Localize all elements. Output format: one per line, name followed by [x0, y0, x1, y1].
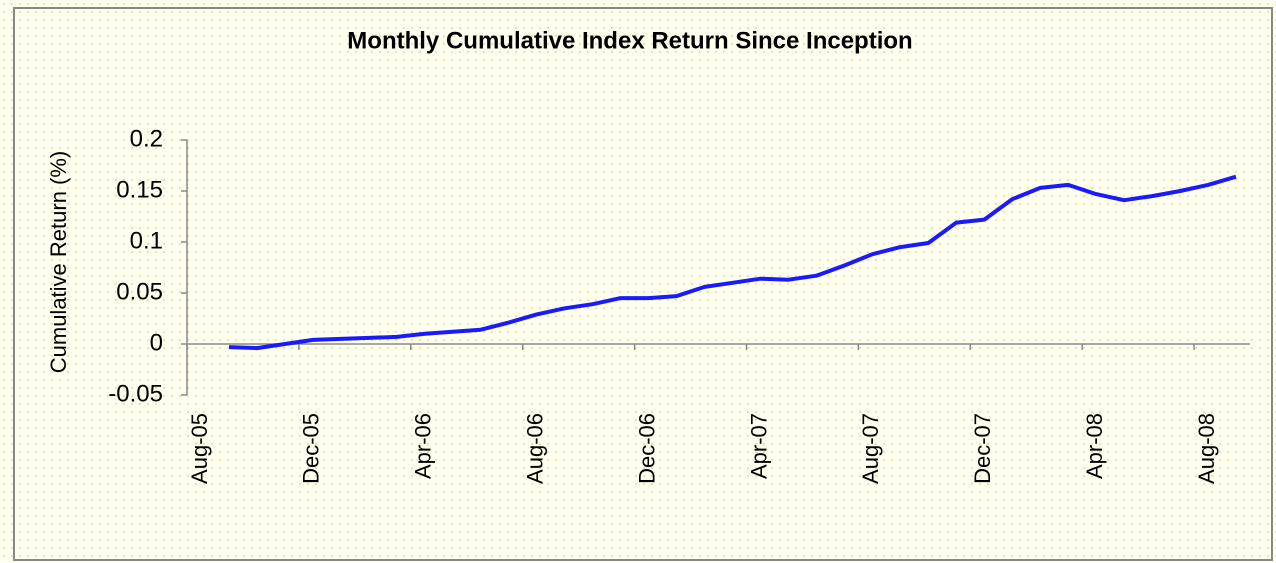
- x-tick-label: Apr-08: [1082, 413, 1107, 479]
- y-tick-label: 0.15: [116, 176, 163, 203]
- x-tick-label: Aug-05: [187, 413, 212, 484]
- x-tick-label: Dec-05: [299, 413, 324, 484]
- chart-border: [13, 7, 1273, 561]
- y-tick-label: -0.05: [108, 380, 163, 407]
- y-tick-label: 0.1: [130, 227, 163, 254]
- y-axis-label: Cumulative Return (%): [46, 151, 71, 374]
- x-tick-label: Aug-06: [522, 413, 547, 484]
- y-tick-label: 0.2: [130, 125, 163, 152]
- x-tick-label: Apr-07: [746, 413, 771, 479]
- x-tick-label: Apr-06: [411, 413, 436, 479]
- y-tick-label: 0: [150, 329, 163, 356]
- x-tick-label: Aug-07: [858, 413, 883, 484]
- chart-title: Monthly Cumulative Index Return Since In…: [347, 27, 912, 54]
- x-tick-label: Aug-08: [1194, 413, 1219, 484]
- x-tick-label: Dec-07: [970, 413, 995, 484]
- x-tick-label: Dec-06: [634, 413, 659, 484]
- line-series: [228, 174, 1237, 351]
- y-tick-label: 0.05: [116, 278, 163, 305]
